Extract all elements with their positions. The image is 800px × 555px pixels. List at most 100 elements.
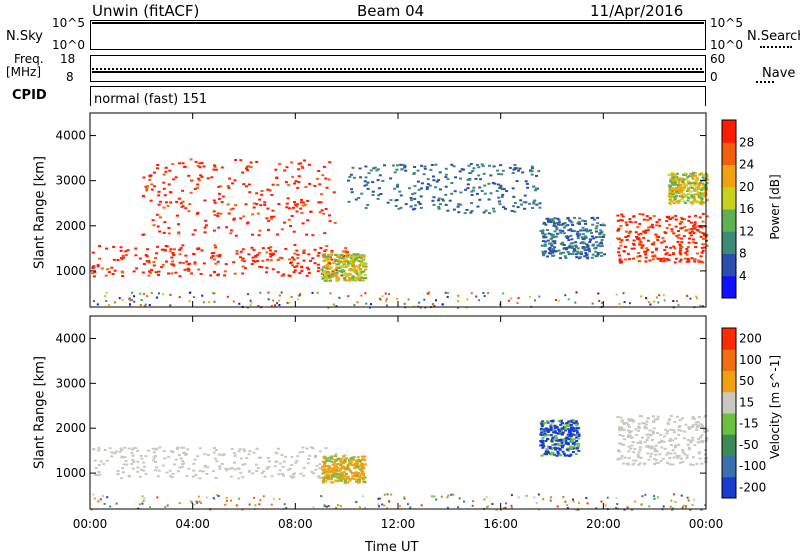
noise-cell (585, 497, 588, 499)
data-cell (353, 265, 357, 268)
noise-cell (644, 493, 647, 496)
data-cell (297, 168, 301, 171)
noise-cell (649, 303, 652, 306)
data-cell (229, 229, 233, 232)
data-cell (483, 192, 487, 195)
data-cell (359, 176, 363, 179)
data-cell (346, 466, 350, 468)
data-cell (311, 257, 315, 260)
data-cell (672, 202, 676, 205)
data-cell (247, 253, 251, 256)
data-cell (564, 439, 568, 442)
data-cell (469, 171, 473, 174)
data-cell (331, 275, 335, 278)
data-cell (290, 161, 294, 164)
data-cell (620, 443, 624, 446)
data-cell (538, 202, 542, 205)
data-cell (660, 446, 664, 449)
data-cell (496, 169, 500, 172)
data-cell (339, 460, 343, 463)
data-cell (324, 476, 328, 479)
data-cell (346, 273, 350, 276)
data-cell (187, 210, 191, 213)
data-cell (616, 214, 620, 217)
noise-cell (146, 295, 149, 298)
noise-cell (280, 291, 283, 294)
data-cell (214, 246, 218, 249)
data-cell (643, 441, 647, 444)
data-cell (318, 183, 322, 186)
data-cell (542, 421, 546, 424)
data-cell (335, 470, 339, 473)
data-cell (112, 245, 116, 248)
data-cell (292, 258, 296, 261)
data-cell (256, 253, 260, 256)
data-cell (430, 164, 434, 166)
data-cell (654, 444, 658, 447)
data-cell (586, 256, 589, 259)
data-cell (642, 236, 646, 239)
noise-cell (143, 305, 146, 308)
data-cell (273, 465, 277, 468)
data-cell (413, 204, 417, 207)
data-cell (297, 181, 301, 184)
data-cell (476, 205, 480, 208)
data-cell (184, 454, 188, 456)
data-cell (518, 167, 522, 170)
data-cell (692, 171, 696, 174)
data-cell (668, 190, 672, 193)
data-cell (192, 462, 196, 465)
data-cell (703, 225, 707, 228)
noise-cell (278, 304, 281, 306)
noise-cell (238, 302, 241, 305)
data-cell (695, 462, 699, 465)
data-cell (302, 474, 306, 477)
data-cell (352, 253, 356, 256)
data-cell (293, 252, 297, 255)
data-cell (212, 447, 216, 449)
data-cell (237, 450, 241, 453)
data-cell (176, 214, 179, 217)
data-cell (650, 223, 654, 226)
data-cell (680, 197, 684, 200)
data-cell (200, 162, 204, 165)
data-cell (564, 425, 568, 428)
data-cell (629, 436, 633, 439)
noise-cell (267, 291, 270, 294)
data-cell (702, 193, 706, 196)
data-cell (150, 188, 154, 191)
data-cell (541, 232, 545, 235)
data-cell (347, 262, 351, 265)
noise-cell (622, 292, 625, 295)
data-cell (686, 199, 690, 202)
data-cell (295, 210, 299, 213)
noise-cell (115, 502, 118, 505)
noise-cell (188, 300, 191, 303)
data-cell (332, 269, 336, 272)
data-cell (191, 233, 195, 236)
data-cell (282, 273, 286, 276)
data-cell (546, 239, 550, 242)
data-cell (277, 203, 281, 205)
data-cell (120, 449, 124, 452)
data-cell (566, 443, 570, 446)
power-cbar-tick: 4 (739, 269, 747, 283)
data-cell (553, 217, 557, 220)
data-cell (426, 178, 430, 181)
data-cell (559, 231, 563, 234)
data-cell (689, 201, 693, 204)
noise-cell (417, 301, 420, 304)
data-cell (190, 272, 194, 275)
data-cell (617, 457, 621, 460)
data-cell (644, 229, 648, 232)
data-cell (566, 217, 570, 220)
data-cell (322, 254, 326, 256)
data-cell (157, 273, 160, 276)
data-cell (662, 440, 666, 443)
data-cell (680, 246, 684, 248)
data-cell (676, 190, 680, 193)
data-cell (159, 200, 163, 203)
data-cell (592, 243, 596, 246)
data-cell (234, 159, 238, 161)
data-cell (221, 454, 225, 457)
